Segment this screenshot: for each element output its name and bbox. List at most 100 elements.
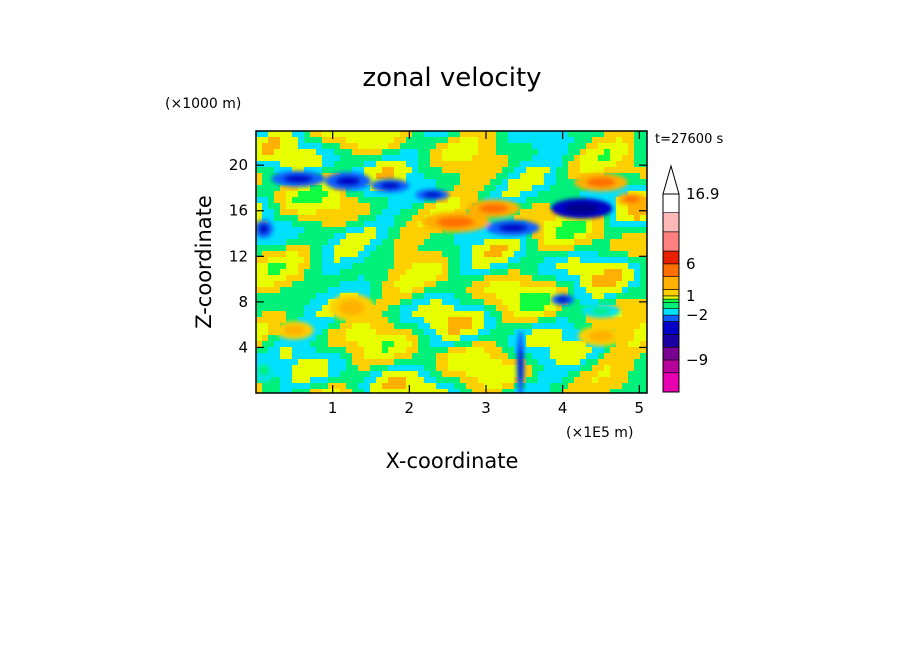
field-cell bbox=[568, 383, 575, 390]
field-cell bbox=[610, 191, 617, 198]
field-cell bbox=[556, 269, 563, 276]
field-cell bbox=[622, 359, 629, 366]
field-cell bbox=[538, 149, 545, 156]
field-cell bbox=[418, 317, 425, 324]
field-cell bbox=[268, 173, 275, 180]
field-cell bbox=[310, 155, 317, 162]
field-cell bbox=[268, 317, 275, 324]
field-cell bbox=[430, 377, 437, 384]
field-cell bbox=[496, 311, 503, 318]
field-cell bbox=[532, 359, 539, 366]
field-cell bbox=[598, 263, 605, 270]
field-cell bbox=[616, 359, 623, 366]
field-cell bbox=[604, 221, 611, 228]
field-cell bbox=[382, 275, 389, 282]
field-cell bbox=[298, 383, 305, 390]
field-cell bbox=[466, 305, 473, 312]
field-cell bbox=[508, 359, 515, 366]
field-cell bbox=[460, 347, 467, 354]
field-cell bbox=[628, 185, 635, 192]
field-cell bbox=[268, 215, 275, 222]
field-cell bbox=[466, 383, 473, 390]
field-cell bbox=[280, 167, 287, 174]
field-cell bbox=[394, 203, 401, 210]
field-cell bbox=[466, 161, 473, 168]
field-cell bbox=[292, 155, 299, 162]
field-cell bbox=[556, 281, 563, 288]
field-cell bbox=[550, 335, 557, 342]
field-cell bbox=[538, 167, 545, 174]
field-cell bbox=[328, 377, 335, 384]
field-cell bbox=[610, 233, 617, 240]
field-cell bbox=[556, 263, 563, 270]
field-cell bbox=[592, 383, 599, 390]
field-cell bbox=[532, 161, 539, 168]
field-cell bbox=[484, 269, 491, 276]
field-cell bbox=[412, 245, 419, 252]
field-cell bbox=[502, 269, 509, 276]
field-cell bbox=[526, 275, 533, 282]
field-cell bbox=[256, 137, 263, 144]
field-cell bbox=[352, 323, 359, 330]
field-cell bbox=[346, 389, 353, 393]
field-cell bbox=[538, 131, 545, 138]
field-cell bbox=[478, 149, 485, 156]
field-cell bbox=[436, 269, 443, 276]
field-cell bbox=[472, 155, 479, 162]
field-cell bbox=[532, 185, 539, 192]
field-cell bbox=[634, 329, 641, 336]
field-cell bbox=[364, 215, 371, 222]
field-cell bbox=[532, 281, 539, 288]
field-cell bbox=[574, 131, 581, 138]
field-cell bbox=[544, 359, 551, 366]
field-cell bbox=[298, 281, 305, 288]
field-cell bbox=[442, 263, 449, 270]
field-cell bbox=[526, 341, 533, 348]
field-cell bbox=[358, 287, 365, 294]
field-cell bbox=[304, 353, 311, 360]
field-cell bbox=[466, 143, 473, 150]
colorbar-label: −2 bbox=[686, 306, 708, 324]
field-cell bbox=[544, 209, 551, 216]
field-cell bbox=[334, 353, 341, 360]
field-cell bbox=[562, 347, 569, 354]
field-cell bbox=[616, 377, 623, 384]
field-cell bbox=[358, 347, 365, 354]
field-cell bbox=[256, 245, 263, 252]
field-cell bbox=[460, 359, 467, 366]
field-cell bbox=[382, 353, 389, 360]
field-cell bbox=[598, 251, 605, 258]
field-cell bbox=[472, 389, 479, 393]
field-cell bbox=[448, 203, 455, 210]
field-cell bbox=[430, 359, 437, 366]
field-cell bbox=[508, 251, 515, 258]
field-cell bbox=[292, 245, 299, 252]
field-cell bbox=[448, 353, 455, 360]
field-cell bbox=[346, 341, 353, 348]
field-cell bbox=[538, 143, 545, 150]
field-cell bbox=[604, 293, 611, 300]
field-cell bbox=[628, 137, 635, 144]
field-cell bbox=[562, 341, 569, 348]
field-cell bbox=[328, 257, 335, 264]
field-cell bbox=[256, 275, 263, 282]
field-cell bbox=[580, 341, 587, 348]
field-cell bbox=[520, 149, 527, 156]
field-cell bbox=[442, 341, 449, 348]
field-cell bbox=[346, 335, 353, 342]
field-cell bbox=[562, 185, 569, 192]
field-cell bbox=[352, 221, 359, 228]
field-cell bbox=[370, 335, 377, 342]
field-cell bbox=[490, 311, 497, 318]
field-cell bbox=[466, 233, 473, 240]
field-cell bbox=[292, 167, 299, 174]
field-cell bbox=[328, 251, 335, 258]
field-cell bbox=[436, 161, 443, 168]
field-cell bbox=[322, 131, 329, 138]
field-cell bbox=[502, 293, 509, 300]
field-cell bbox=[496, 323, 503, 330]
field-cell bbox=[472, 161, 479, 168]
field-cell bbox=[454, 191, 461, 198]
field-cell bbox=[598, 353, 605, 360]
field-cell bbox=[358, 203, 365, 210]
